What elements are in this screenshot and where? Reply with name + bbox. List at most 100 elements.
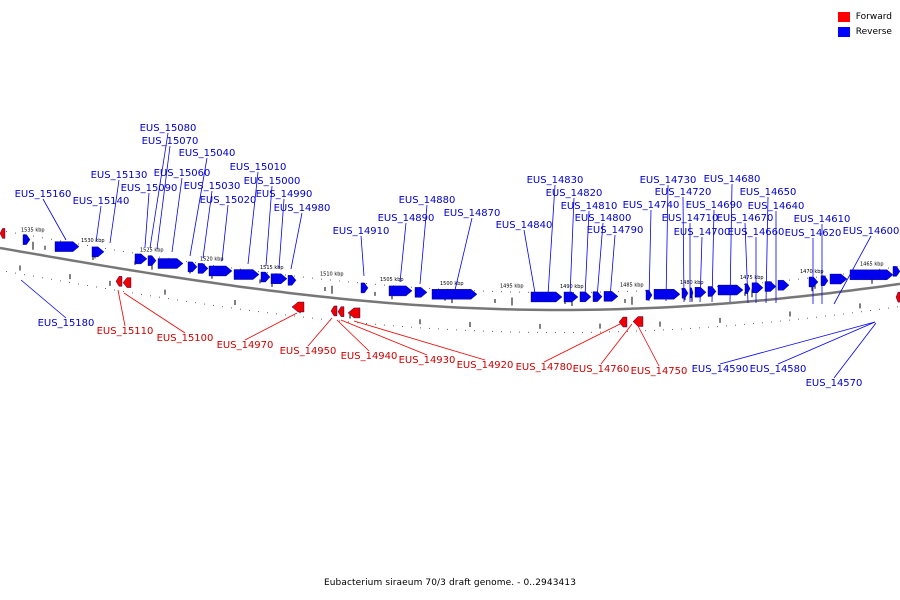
legend: Forward Reverse <box>837 9 892 39</box>
lower-track-dot <box>384 324 385 326</box>
upper-track-dot <box>312 277 313 279</box>
gene-label: EUS_14640 <box>748 201 805 212</box>
upper-track-dot <box>195 262 196 264</box>
lower-track-dot <box>438 328 439 330</box>
upper-track-dot <box>789 279 790 281</box>
upper-track-dot <box>123 251 124 252</box>
upper-track-dot <box>681 288 682 290</box>
gene-label: EUS_14690 <box>686 200 743 211</box>
lower-track-dot <box>690 327 691 329</box>
lower-track-dot <box>708 326 709 328</box>
lower-track-dot <box>483 330 484 332</box>
lower-track-dot <box>879 308 880 310</box>
reverse-gene-arrow <box>892 266 900 277</box>
gene-leader-line <box>42 198 67 241</box>
lower-track-dot <box>627 330 628 332</box>
upper-track-dot <box>330 279 331 281</box>
gene-leader-line <box>547 184 556 296</box>
lower-track-dot <box>285 314 286 316</box>
forward-gene-arrow <box>895 291 900 303</box>
lower-track-dot <box>609 331 610 333</box>
gene-leader-line <box>833 322 877 379</box>
lower-track-dot <box>582 331 583 333</box>
gene-label: EUS_15100 <box>157 333 214 344</box>
lower-track-dot <box>771 321 772 323</box>
gene-label: EUS_14930 <box>399 355 456 366</box>
legend-item-forward: Forward <box>837 9 892 24</box>
lower-track-dot <box>321 318 322 320</box>
gene-leader-line <box>171 177 183 253</box>
upper-track-dot <box>411 286 412 288</box>
lower-track-dot <box>258 311 259 313</box>
upper-track-dot <box>645 290 646 292</box>
upper-track-dot <box>285 274 286 276</box>
scale-label: 1520 kbp <box>200 257 224 263</box>
lower-track-dot <box>474 330 475 332</box>
scale-label: 1465 kbp <box>860 262 884 268</box>
genome-backbone <box>0 246 900 312</box>
lower-track-dot <box>699 327 700 329</box>
gene-leader-line <box>189 157 208 257</box>
gene-label: EUS_15020 <box>200 195 257 206</box>
scale-label: 1535 kbp <box>21 228 45 234</box>
gene-label: EUS_14720 <box>655 187 712 198</box>
gene-label: EUS_14610 <box>794 214 851 225</box>
upper-track-dot <box>348 281 349 283</box>
gene-label: EUS_15110 <box>97 326 154 337</box>
gene-leader-line <box>596 222 604 299</box>
lower-track-dot <box>762 322 763 324</box>
gene-label: EUS_14950 <box>280 346 337 357</box>
upper-track-dot <box>798 278 799 280</box>
upper-track-dot <box>321 278 322 280</box>
lower-track-dot <box>726 325 727 327</box>
upper-track-dot <box>807 277 808 279</box>
forward-gene-arrow <box>330 305 338 317</box>
gene-leader-line <box>123 292 186 334</box>
lower-track-dot <box>348 321 349 323</box>
forward-gene-arrow <box>347 307 361 319</box>
upper-track-dot <box>591 291 592 293</box>
gene-label: EUS_14880 <box>399 195 456 206</box>
lower-track-dot <box>69 281 70 283</box>
gene-leader-line <box>290 212 303 270</box>
lower-track-dot <box>825 315 826 317</box>
lower-track-dot <box>600 331 601 333</box>
gene-label: EUS_15060 <box>154 168 211 179</box>
lower-track-dot <box>411 326 412 328</box>
reverse-gene-arrow <box>777 280 790 291</box>
gene-label: EUS_14580 <box>750 364 807 375</box>
gene-leader-line <box>765 196 769 304</box>
upper-track-dot <box>132 252 133 254</box>
gene-leader-line <box>360 235 365 277</box>
upper-track-dot <box>303 276 304 278</box>
gene-leader-line <box>353 320 486 361</box>
gene-label: EUS_15070 <box>142 136 199 147</box>
lower-track-dot <box>888 307 889 309</box>
map-caption: Eubacterium siraeum 70/3 draft genome. -… <box>323 578 577 588</box>
upper-track-dot <box>528 291 529 293</box>
lower-track-dot <box>465 329 466 331</box>
lower-track-dot <box>780 320 781 322</box>
gene-label: EUS_14730 <box>640 175 697 186</box>
gene-label: EUS_14830 <box>527 175 584 186</box>
lower-track-dot <box>636 330 637 332</box>
lower-track-dot <box>618 331 619 333</box>
gene-leader-line <box>244 312 298 341</box>
lower-track-dot <box>195 302 196 304</box>
upper-track-dot <box>438 288 439 290</box>
gene-label: EUS_15080 <box>140 123 197 134</box>
scale-label: 1495 kbp <box>500 283 524 289</box>
lower-track-dot <box>15 272 16 274</box>
upper-track-dot <box>897 266 898 268</box>
reverse-gene-arrow <box>260 271 271 283</box>
upper-track-dot <box>357 282 358 284</box>
reverse-gene-arrow <box>414 287 428 298</box>
lower-track-dot <box>87 285 88 286</box>
upper-track-dot <box>492 290 493 292</box>
legend-item-reverse: Reverse <box>837 24 892 39</box>
scale-label: 1525 kbp <box>140 248 164 254</box>
lower-track-dot <box>222 306 223 308</box>
lower-track-dot <box>303 316 304 318</box>
upper-track-dot <box>339 280 340 282</box>
upper-track-dot <box>105 248 106 249</box>
